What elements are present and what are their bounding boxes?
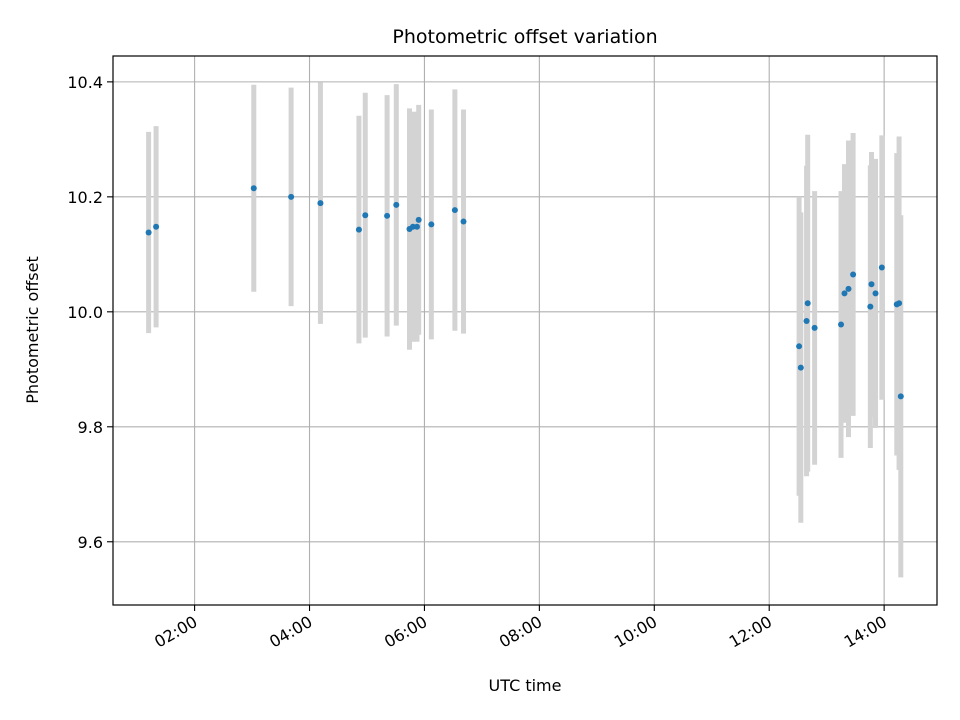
data-point: [362, 212, 369, 219]
data-point: [803, 318, 810, 325]
data-point: [451, 207, 458, 214]
y-tick-label: 9.8: [78, 418, 103, 437]
data-point: [838, 321, 845, 328]
data-point: [355, 226, 362, 233]
data-point: [460, 218, 467, 225]
chart-title: Photometric offset variation: [392, 26, 657, 48]
plot-frame: [112, 55, 938, 606]
data-point: [796, 343, 803, 350]
data-point: [797, 364, 804, 371]
data-point: [845, 285, 852, 292]
data-point: [867, 303, 874, 310]
data-point: [868, 281, 875, 288]
data-point: [413, 223, 420, 230]
data-point: [878, 264, 885, 271]
data-point: [872, 290, 879, 297]
data-point: [811, 324, 818, 331]
y-tick-label: 10.4: [67, 73, 103, 92]
data-point: [428, 221, 435, 228]
data-point: [317, 200, 324, 207]
data-point: [145, 229, 152, 236]
data-point: [288, 193, 295, 200]
data-point: [897, 393, 904, 400]
data-point: [250, 185, 257, 192]
data-point: [850, 271, 857, 278]
data-point: [393, 201, 400, 208]
data-point: [153, 223, 160, 230]
point-layer: [145, 185, 904, 400]
y-axis-title: Photometric offset: [23, 256, 42, 404]
data-point: [841, 290, 848, 297]
data-point: [415, 216, 422, 223]
data-point: [896, 300, 903, 307]
y-tick-label: 9.6: [78, 533, 103, 552]
data-point: [804, 300, 811, 307]
y-tick-label: 10.2: [67, 188, 103, 207]
x-axis-title: UTC time: [489, 676, 562, 695]
data-point: [384, 212, 391, 219]
y-tick-label: 10.0: [67, 303, 103, 322]
